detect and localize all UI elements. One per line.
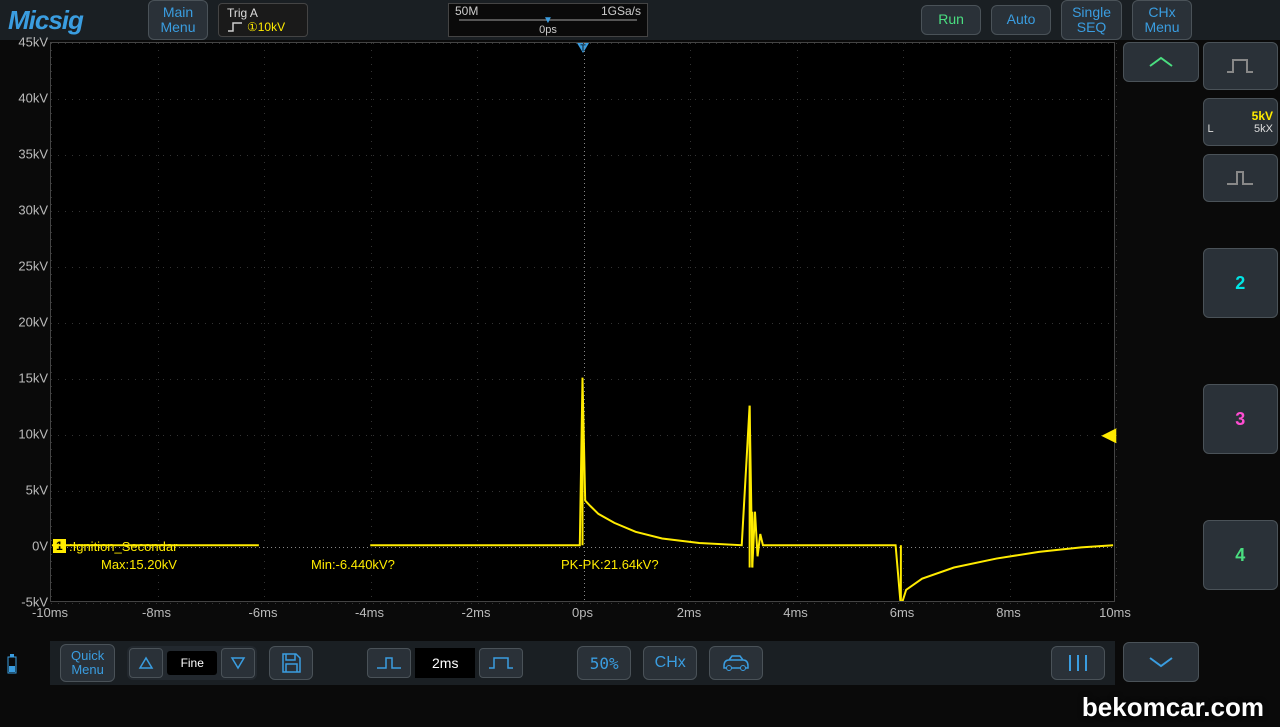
quick-menu-button[interactable]: Quick Menu <box>60 644 115 683</box>
channel3-button[interactable]: 3 <box>1203 384 1279 454</box>
y-axis: 45kV40kV35kV30kV25kV20kV15kV10kV5kV0V-5k… <box>5 42 50 602</box>
pulse-wide-icon <box>487 655 515 671</box>
waveform-trace <box>51 43 1114 601</box>
brand-logo: Micsig <box>8 5 138 36</box>
trigger-value: ①10kV <box>227 20 299 34</box>
watermark: bekomcar.com <box>1082 692 1264 723</box>
waveform-display[interactable]: T ◀1:Ignition_SecondarMax:15.20kVMin:-6.… <box>50 42 1115 602</box>
channel4-button[interactable]: 4 <box>1203 520 1279 590</box>
chevron-up-icon <box>1147 55 1175 69</box>
auto-button[interactable]: Auto <box>991 5 1051 35</box>
chevron-down-icon <box>1147 655 1175 669</box>
sample-rate: 1GSa/s <box>601 4 641 18</box>
scale-up-button[interactable] <box>1123 42 1199 82</box>
pulse-narrow-icon <box>1225 168 1255 188</box>
channel1-probe: 5kX <box>1254 123 1273 135</box>
automotive-button[interactable] <box>709 646 763 680</box>
run-button[interactable]: Run <box>921 5 981 35</box>
x-axis: -10ms-8ms-6ms-4ms-2ms0ps2ms4ms6ms8ms10ms <box>50 605 1115 625</box>
top-toolbar: Micsig Main Menu Trig A ①10kV 50M 1GSa/s… <box>0 0 1280 40</box>
chx-menu-button[interactable]: CHx Menu <box>1132 0 1192 40</box>
time-zoom-in-button[interactable] <box>479 648 523 678</box>
pulse-wide-icon <box>1225 56 1255 76</box>
channel1-scale: 5kV <box>1208 109 1274 123</box>
right-panel: 5kV L 5kX 2 3 4 <box>1123 42 1278 682</box>
scale-down-button[interactable] <box>1123 642 1199 682</box>
trigger-label: Trig A <box>227 6 299 20</box>
nav-up-button[interactable] <box>129 648 163 678</box>
triangle-up-icon <box>138 656 154 670</box>
vertical-nav-cluster: Fine <box>127 646 257 680</box>
channel2-button[interactable]: 2 <box>1203 248 1279 318</box>
pulse-narrow-icon <box>375 655 403 671</box>
cursors-button[interactable] <box>1051 646 1105 680</box>
waveform-compress-button[interactable] <box>1203 154 1279 202</box>
trigger-info[interactable]: Trig A ①10kV <box>218 3 308 37</box>
memory-depth: 50M <box>455 4 478 18</box>
timebase-display[interactable]: 50M 1GSa/s ▼ 0ps <box>448 3 648 37</box>
fine-button[interactable]: Fine <box>167 651 217 675</box>
timebase-value[interactable]: 2ms <box>415 648 475 678</box>
main-menu-button[interactable]: Main Menu <box>148 0 208 40</box>
triangle-down-icon <box>230 656 246 670</box>
rising-edge-icon <box>227 22 243 32</box>
fifty-percent-button[interactable]: 50% <box>577 646 631 680</box>
battery-icon <box>6 654 18 679</box>
save-button[interactable] <box>269 646 313 680</box>
single-seq-button[interactable]: Single SEQ <box>1061 0 1122 40</box>
bars-icon <box>1065 652 1091 674</box>
channel1-info[interactable]: 5kV L 5kX <box>1203 98 1279 146</box>
save-icon <box>279 651 303 675</box>
time-zoom-out-button[interactable] <box>367 648 411 678</box>
waveform-expand-button[interactable] <box>1203 42 1279 90</box>
nav-down-button[interactable] <box>221 648 255 678</box>
car-icon <box>719 653 753 673</box>
bottom-toolbar: Quick Menu Fine 2ms 50% CHx <box>50 641 1115 685</box>
chx-button[interactable]: CHx <box>643 646 697 680</box>
timebase-cluster: 2ms <box>367 648 523 678</box>
timebase-position: 0ps <box>449 24 647 36</box>
